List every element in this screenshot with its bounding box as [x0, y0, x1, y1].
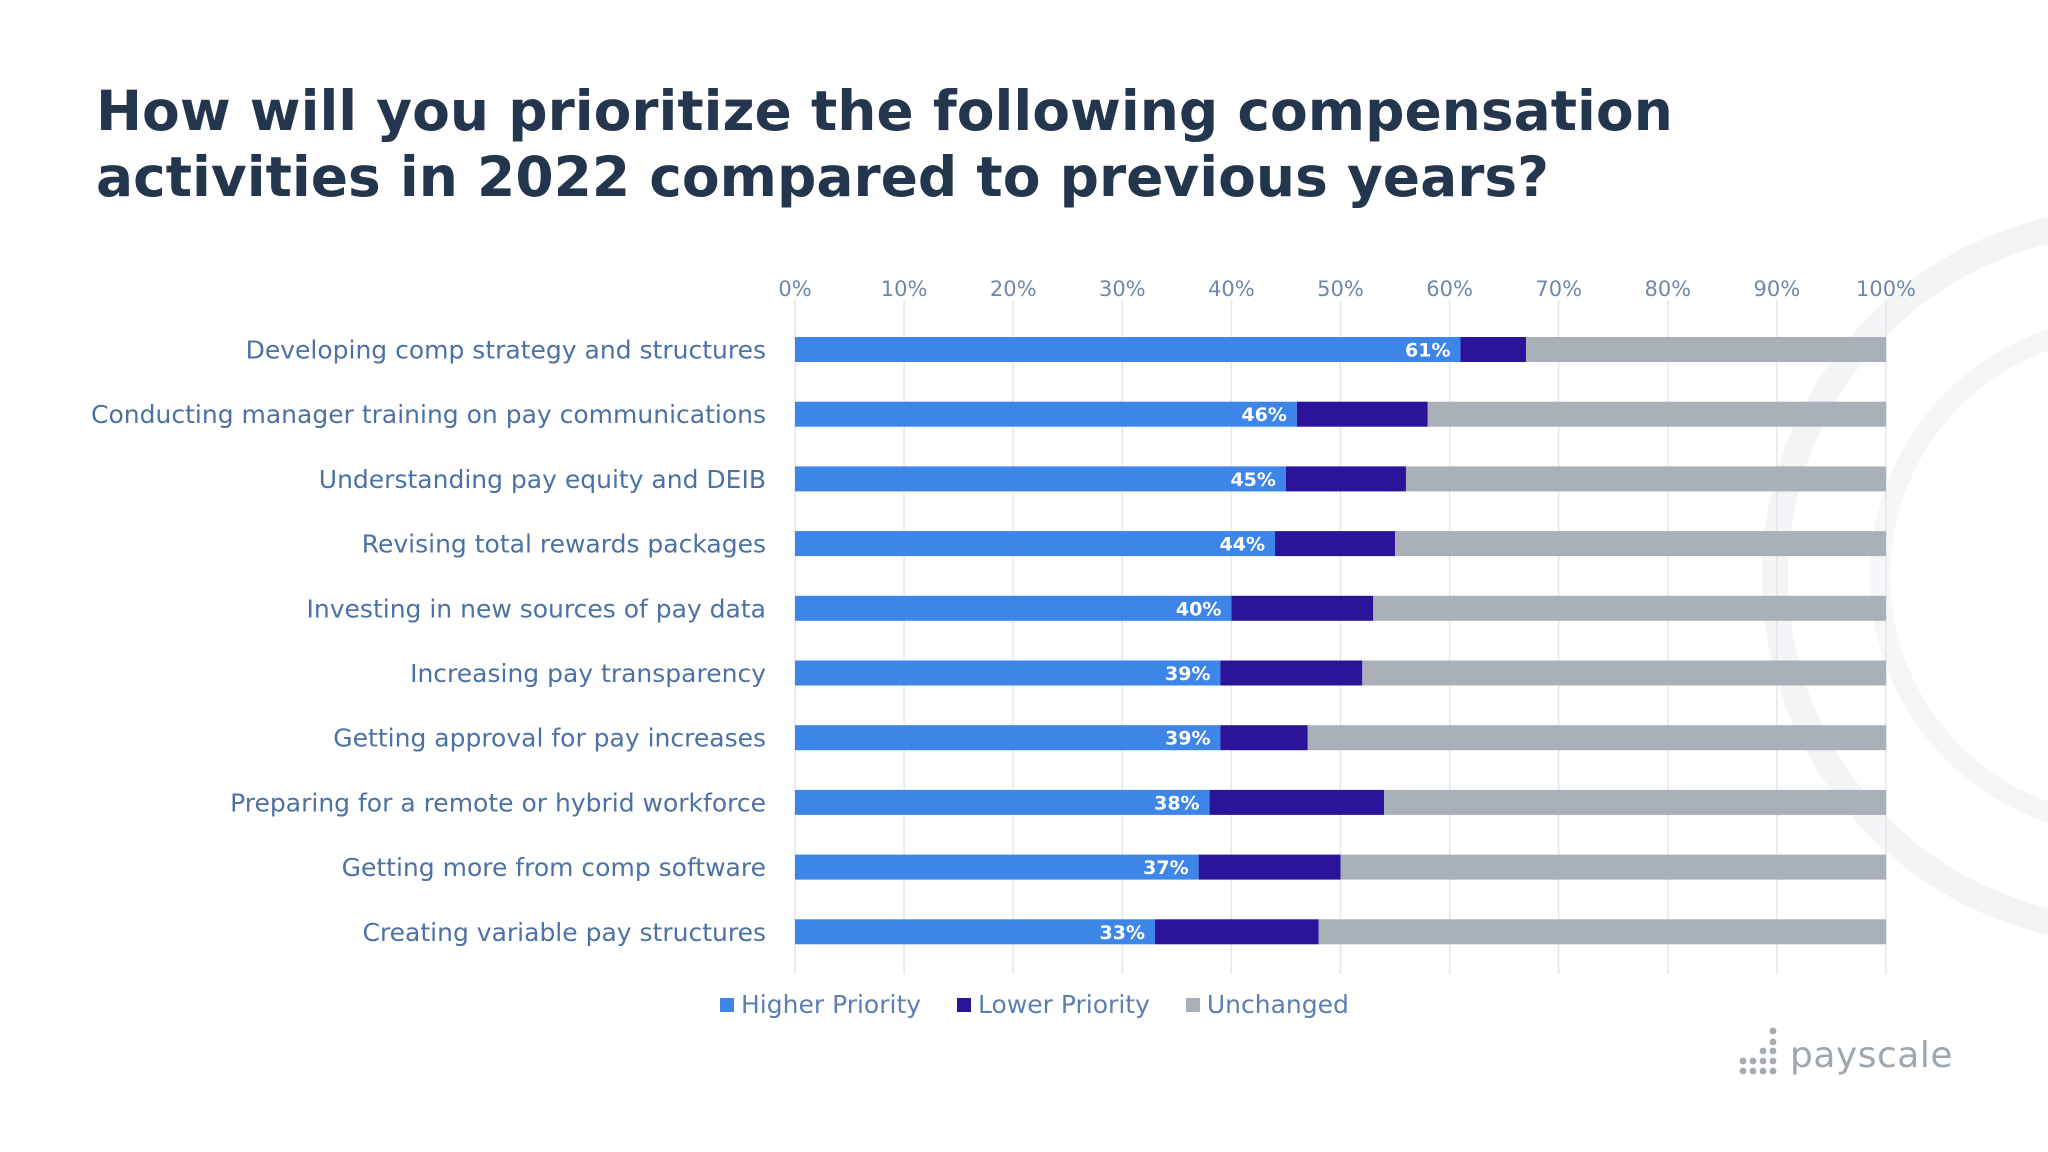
bar-segment-unchanged: [1373, 595, 1886, 621]
bar-segment-lower-priority: [1155, 919, 1319, 945]
legend-swatch-lower: [957, 997, 972, 1012]
bar-segment-higher-priority: [795, 595, 1232, 621]
payscale-logo-text: payscale: [1790, 1034, 1953, 1076]
legend-item-lower: Lower Priority: [957, 990, 1150, 1019]
bar-segment-lower-priority: [1285, 466, 1406, 492]
data-label: 46%: [1241, 404, 1286, 426]
legend-label-higher: Higher Priority: [741, 990, 922, 1019]
page-title: How will you prioritize the following co…: [96, 78, 1796, 210]
x-tick-label: 30%: [1099, 277, 1146, 301]
bar-segment-lower-priority: [1220, 660, 1363, 686]
data-label: 45%: [1230, 469, 1275, 491]
x-tick-label: 0%: [778, 277, 811, 301]
bar-segment-higher-priority: [795, 401, 1297, 427]
category-label: Getting more from comp software: [342, 853, 766, 882]
bar-segment-lower-priority: [1275, 531, 1396, 557]
x-tick-label: 20%: [990, 277, 1037, 301]
category-label: Preparing for a remote or hybrid workfor…: [230, 788, 766, 817]
data-label: 39%: [1165, 663, 1210, 685]
x-tick-label: 10%: [881, 277, 928, 301]
bar-segment-higher-priority: [795, 660, 1221, 686]
category-label: Developing comp strategy and structures: [246, 336, 766, 365]
bar-segment-unchanged: [1525, 337, 1886, 362]
bar-segment-higher-priority: [795, 531, 1276, 557]
category-label: Understanding pay equity and DEIB: [319, 465, 766, 494]
bar-segment-lower-priority: [1209, 789, 1385, 815]
category-label: Creating variable pay structures: [362, 918, 766, 947]
bar-segment-higher-priority: [795, 725, 1221, 751]
bar-segment-higher-priority: [795, 854, 1199, 880]
bar-segment-unchanged: [1427, 401, 1886, 427]
bar-segment-unchanged: [1340, 854, 1886, 880]
legend-item-unchanged: Unchanged: [1185, 990, 1349, 1019]
title-line-2: activities in 2022 compared to previous …: [96, 145, 1549, 209]
category-label: Getting approval for pay increases: [333, 724, 766, 753]
bar-segment-lower-priority: [1198, 854, 1341, 880]
x-tick-label: 50%: [1317, 277, 1364, 301]
legend-label-lower: Lower Priority: [978, 990, 1150, 1019]
bar-segment-lower-priority: [1220, 725, 1308, 751]
chart-legend: Higher Priority Lower Priority Unchanged: [720, 990, 1349, 1019]
legend-label-unchanged: Unchanged: [1206, 990, 1349, 1019]
x-tick-label: 100%: [1856, 277, 1916, 301]
bar-segment-higher-priority: [795, 337, 1461, 362]
x-tick-label: 80%: [1644, 277, 1691, 301]
payscale-dots-icon: [1739, 1027, 1777, 1075]
bar-segment-unchanged: [1395, 531, 1886, 557]
bar-segment-unchanged: [1362, 660, 1886, 686]
bar-segment-unchanged: [1384, 789, 1886, 815]
bar-segment-higher-priority: [795, 466, 1286, 492]
category-label: Investing in new sources of pay data: [307, 594, 766, 623]
category-label: Revising total rewards packages: [362, 530, 766, 559]
bar-segment-unchanged: [1307, 725, 1886, 751]
legend-item-higher: Higher Priority: [720, 990, 921, 1019]
data-label: 61%: [1405, 340, 1450, 362]
bar-segment-higher-priority: [795, 919, 1156, 945]
bar-segment-unchanged: [1405, 466, 1886, 492]
bar-segment-unchanged: [1318, 919, 1886, 945]
legend-swatch-higher: [720, 997, 734, 1012]
x-tick-label: 90%: [1754, 277, 1801, 301]
data-label: 40%: [1176, 598, 1221, 620]
bar-segment-lower-priority: [1231, 595, 1374, 621]
data-label: 38%: [1154, 792, 1199, 814]
category-label: Increasing pay transparency: [410, 659, 766, 688]
data-label: 33%: [1100, 922, 1145, 944]
data-label: 44%: [1220, 534, 1265, 556]
data-label: 37%: [1143, 857, 1188, 879]
category-label: Conducting manager training on pay commu…: [91, 400, 766, 429]
data-label: 39%: [1165, 728, 1210, 750]
bar-segment-lower-priority: [1296, 401, 1428, 427]
x-tick-label: 40%: [1208, 277, 1255, 301]
x-tick-label: 60%: [1426, 277, 1473, 301]
x-tick-label: 70%: [1535, 277, 1582, 301]
title-line-1: How will you prioritize the following co…: [96, 79, 1673, 143]
payscale-logo: payscale: [1738, 1026, 1953, 1084]
bar-segment-lower-priority: [1460, 337, 1526, 362]
legend-swatch-unchanged: [1185, 997, 1200, 1012]
bar-segment-higher-priority: [795, 789, 1210, 815]
